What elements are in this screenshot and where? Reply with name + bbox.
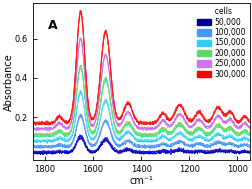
Text: A: A <box>48 19 57 32</box>
Legend: 50,000, 100,000, 150,000, 200,000, 250,000, 300,000: 50,000, 100,000, 150,000, 200,000, 250,0… <box>194 4 248 82</box>
X-axis label: cm⁻¹: cm⁻¹ <box>129 176 152 186</box>
Y-axis label: Absorbance: Absorbance <box>4 53 13 111</box>
